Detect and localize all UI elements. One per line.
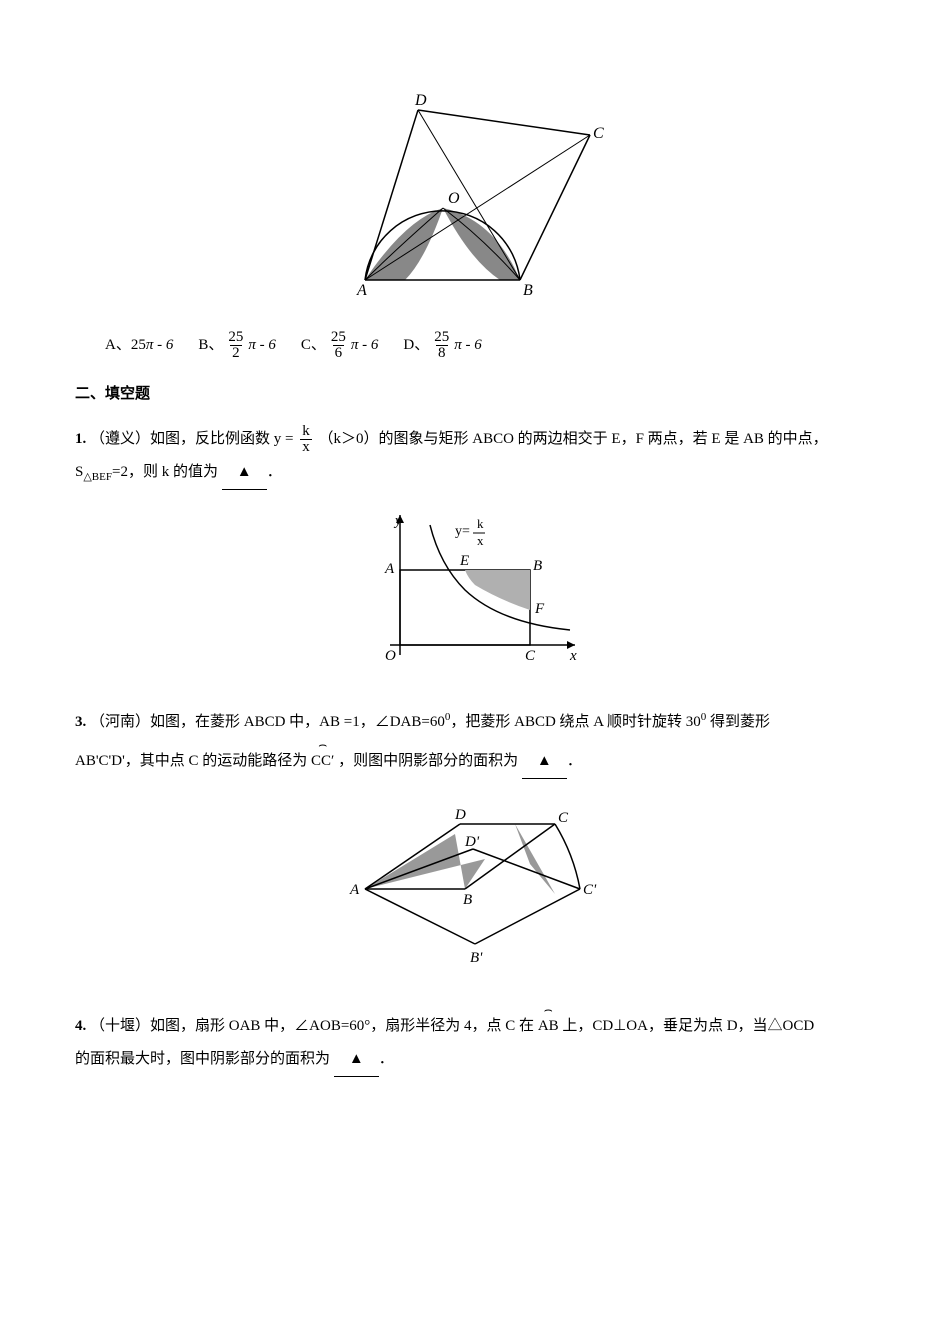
f2-e: E [459, 553, 469, 569]
q1-frac: k x [300, 424, 312, 455]
question-3: 3. （河南）如图，在菱形 ABCD 中，AB =1，∠DAB=600，把菱形 … [75, 705, 875, 779]
figure-curve-svg: y x O A B C E F y= k x [360, 505, 590, 675]
option-c-den: 6 [333, 345, 345, 361]
f3-c: C [558, 810, 569, 826]
q4-arc: AB [538, 1004, 559, 1043]
label-c: C [593, 125, 604, 142]
option-c-right: π - 6 [351, 332, 379, 359]
q1-cond: （k＞0）的图象与矩形 ABCO 的两边相交于 E，F 两点，若 E 是 AB … [318, 431, 827, 447]
q3-blank: ▲ [522, 745, 567, 779]
label-o: O [448, 190, 460, 207]
f3-cp: C' [583, 882, 597, 898]
q1-cond2-sub: △BEF [83, 471, 112, 483]
f2-c: C [525, 648, 536, 664]
q4-period: ． [379, 1051, 394, 1067]
option-a: A、 25π - 6 [105, 332, 173, 359]
f2-curve-label: y= [455, 524, 470, 539]
figure-curve: y x O A B C E F y= k x [75, 505, 875, 685]
q4-num: 4. [75, 1018, 86, 1034]
label-a: A [356, 282, 367, 299]
q3-mid2: 得到菱形 [706, 714, 770, 730]
option-b-den: 2 [230, 345, 242, 361]
q3-mid: ，把菱形 ABCD 绕点 A 顺时针旋转 30 [450, 714, 700, 730]
figure-dcab-svg: D C O A B [345, 90, 605, 300]
option-c-frac: 25 6 [329, 330, 348, 361]
q1-cond2-right: =2，则 k 的值为 [112, 464, 218, 480]
f2-f: F [534, 601, 545, 617]
f2-b: B [533, 558, 542, 574]
option-c: C、 25 6 π - 6 [301, 330, 379, 361]
f2-curve-den: x [477, 533, 484, 548]
q3-num: 3. [75, 714, 90, 730]
f2-x: x [569, 648, 577, 664]
f3-d: D [454, 807, 466, 823]
f3-dp: D' [464, 834, 480, 850]
label-b: B [523, 282, 533, 299]
option-d-right: π - 6 [454, 332, 482, 359]
options-row: A、 25π - 6 B、 25 2 π - 6 C、 25 6 π - 6 D… [105, 330, 875, 361]
option-b: B、 25 2 π - 6 [198, 330, 276, 361]
q4-source: （十堰）如图，扇形 OAB 中，∠AOB=60°，扇形半径为 4，点 C 在 [90, 1018, 534, 1034]
q3-source: （河南）如图，在菱形 ABCD 中，AB =1，∠DAB=60 [90, 714, 445, 730]
f3-bp: B' [470, 950, 483, 966]
q1-period: ． [267, 464, 282, 480]
q3-period: ． [567, 753, 582, 769]
figure-dcab: D C O A B [75, 90, 875, 310]
option-a-left: 25 [131, 332, 146, 359]
q4-mid: 上，CD⊥OA，垂足为点 D，当△OCD [562, 1018, 814, 1034]
f2-a: A [384, 561, 395, 577]
q3-arc: CC′ [311, 739, 334, 778]
q1-blank: ▲ [222, 456, 267, 490]
option-c-label: C、 [301, 332, 326, 359]
f2-y: y [393, 513, 402, 529]
option-a-label: A、 [105, 332, 131, 359]
option-d-frac: 25 8 [432, 330, 451, 361]
q4-blank: ▲ [334, 1043, 379, 1077]
option-d-den: 8 [436, 345, 448, 361]
option-b-right: π - 6 [248, 332, 276, 359]
option-b-num: 25 [226, 330, 245, 345]
option-b-label: B、 [198, 332, 223, 359]
f3-b: B [463, 892, 472, 908]
question-1: 1. （遵义）如图，反比例函数 y = k x （k＞0）的图象与矩形 ABCO… [75, 423, 875, 490]
q4-line2: 的面积最大时，图中阴影部分的面积为 [75, 1051, 330, 1067]
option-c-num: 25 [329, 330, 348, 345]
option-b-frac: 25 2 [226, 330, 245, 361]
label-d: D [414, 92, 427, 109]
q3-line2-left: AB'C'D'，其中点 C 的运动能路径为 [75, 753, 307, 769]
q1-formula-num: k [300, 424, 312, 439]
f2-o: O [385, 648, 396, 664]
q1-num: 1. [75, 431, 86, 447]
q1-formula-left: y = [274, 431, 294, 447]
q3-line2-right: ，则图中阴影部分的面积为 [338, 753, 518, 769]
question-4: 4. （十堰）如图，扇形 OAB 中，∠AOB=60°，扇形半径为 4，点 C … [75, 1004, 875, 1077]
f2-curve-num: k [477, 516, 484, 531]
q1-formula-den: x [300, 439, 312, 455]
f3-a: A [349, 882, 360, 898]
option-d: D、 25 8 π - 6 [403, 330, 481, 361]
section-2-heading: 二、填空题 [75, 381, 875, 408]
q1-source: （遵义）如图，反比例函数 [90, 431, 270, 447]
figure-rhombus: D C D' A B C' B' [75, 794, 875, 984]
figure-rhombus-svg: D C D' A B C' B' [345, 794, 605, 974]
option-d-label: D、 [403, 332, 429, 359]
option-a-right: π - 6 [146, 332, 174, 359]
option-d-num: 25 [432, 330, 451, 345]
